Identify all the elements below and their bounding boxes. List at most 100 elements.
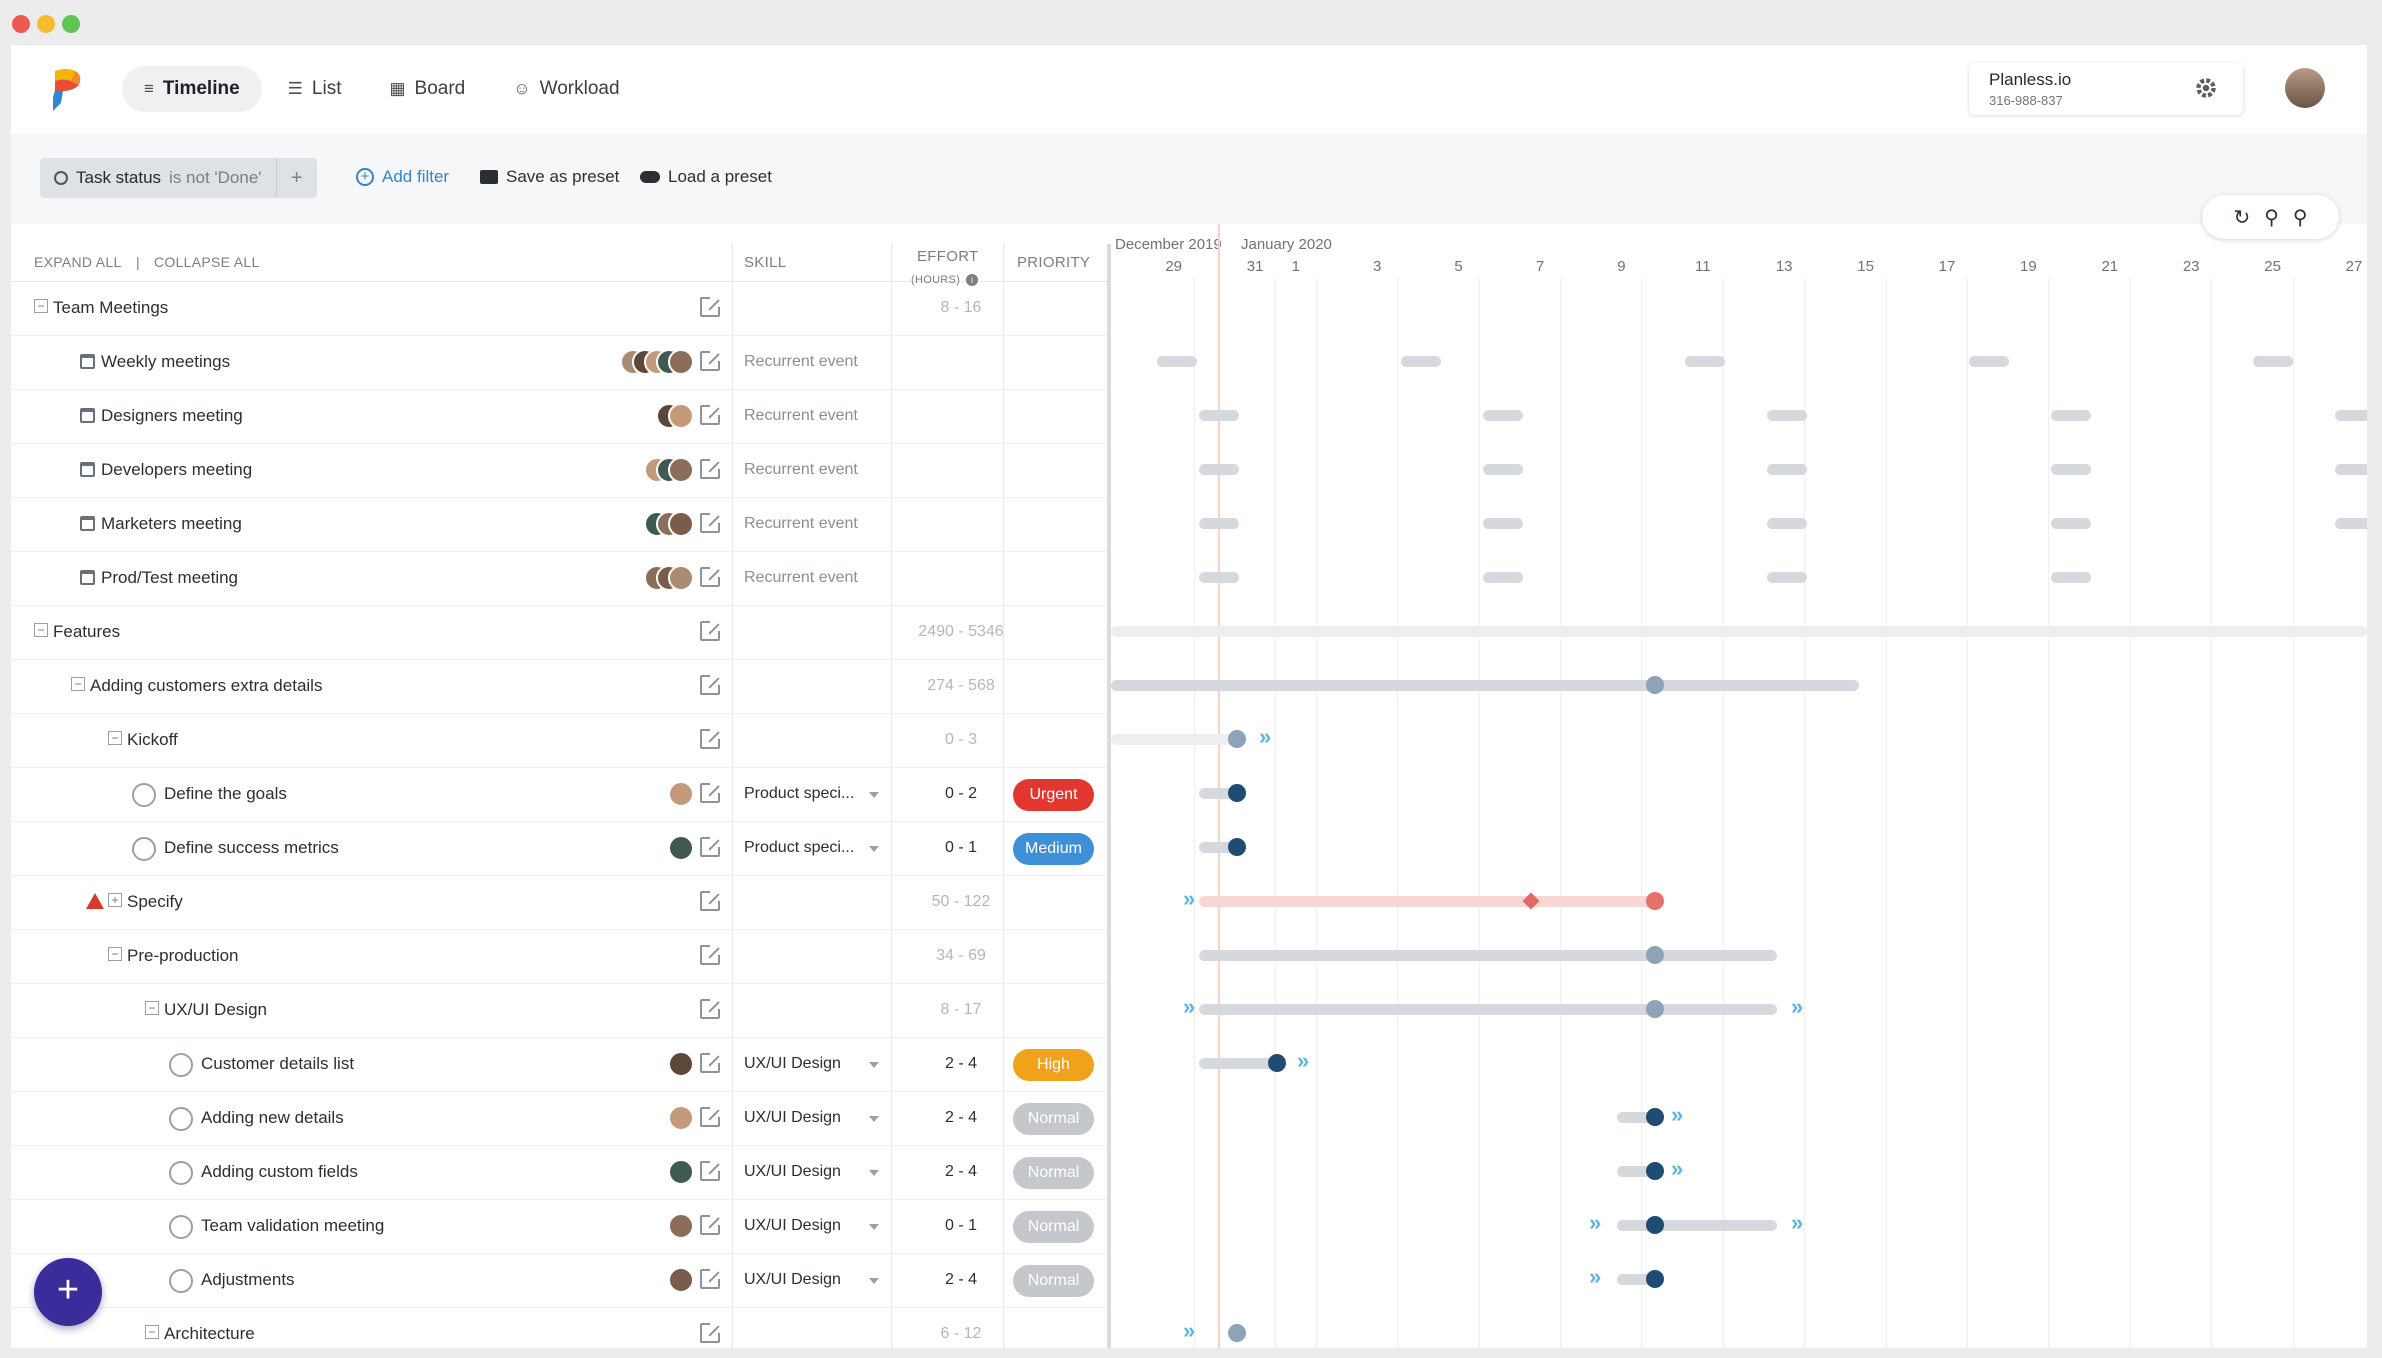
timeline-bar[interactable] <box>2051 518 2091 529</box>
milestone-dot[interactable] <box>1646 946 1664 964</box>
chevron-down-icon[interactable] <box>869 846 879 852</box>
assignee-avatar[interactable] <box>668 1267 694 1293</box>
assignee-avatar[interactable] <box>668 835 694 861</box>
group-row[interactable]: − Team Meetings 8 - 16 <box>11 281 1111 336</box>
double-chevron-icon[interactable]: » <box>1589 1264 1602 1289</box>
group-row[interactable]: − Features 2490 - 5346 <box>11 605 1111 660</box>
collapse-toggle-icon[interactable]: − <box>108 947 122 961</box>
timeline-bar[interactable] <box>1767 572 1807 583</box>
task-name[interactable]: Marketers meeting <box>101 514 242 533</box>
timeline-bar[interactable] <box>1483 518 1523 529</box>
milestone-dot[interactable] <box>1646 892 1664 910</box>
event-row[interactable]: Prod/Test meeting Recurrent event <box>11 551 1111 606</box>
open-details-icon[interactable] <box>700 1323 720 1343</box>
collapse-toggle-icon[interactable]: − <box>145 1325 159 1339</box>
task-name[interactable]: Define the goals <box>164 784 287 803</box>
timeline-bar[interactable] <box>1483 464 1523 475</box>
priority-badge[interactable]: Medium <box>1013 833 1094 865</box>
priority-badge[interactable]: High <box>1013 1049 1094 1081</box>
task-name[interactable]: Weekly meetings <box>101 352 231 371</box>
task-name[interactable]: Prod/Test meeting <box>101 568 239 587</box>
task-row[interactable]: Team validation meeting UX/UI Design 0 - 1… <box>11 1199 1111 1254</box>
task-row[interactable]: Adding new details UX/UI Design 2 - 4 Norma… <box>11 1091 1111 1146</box>
chevron-down-icon[interactable] <box>869 1116 879 1122</box>
task-row[interactable]: Adding custom fields UX/UI Design 2 - 4 Nor… <box>11 1145 1111 1200</box>
task-status-filter-chip[interactable]: Task status is not 'Done' + <box>40 158 317 198</box>
event-row[interactable]: Designers meeting Recurrent event <box>11 389 1111 444</box>
task-complete-checkbox[interactable] <box>132 837 156 861</box>
milestone-dot[interactable] <box>1646 1108 1664 1126</box>
task-complete-checkbox[interactable] <box>169 1269 193 1293</box>
task-name[interactable]: Customer details list <box>201 1054 355 1073</box>
zoom-out-icon[interactable]: ⚲ <box>2292 206 2308 229</box>
open-details-icon[interactable] <box>700 675 720 695</box>
close-window-button[interactable] <box>12 15 30 33</box>
chevron-down-icon[interactable] <box>869 1278 879 1284</box>
milestone-dot[interactable] <box>1228 838 1246 856</box>
milestone-dot[interactable] <box>1228 730 1246 748</box>
task-name[interactable]: Architecture <box>164 1324 255 1343</box>
task-name[interactable]: Developers meeting <box>101 460 253 479</box>
timeline-bar[interactable] <box>2051 410 2091 421</box>
double-chevron-icon[interactable]: » <box>1183 886 1196 911</box>
milestone-dot[interactable] <box>1228 784 1246 802</box>
task-row[interactable]: Define success metrics Product speci... 0 … <box>11 821 1111 876</box>
minimize-window-button[interactable] <box>37 15 55 33</box>
double-chevron-icon[interactable]: » <box>1791 994 1804 1019</box>
effort-column-header[interactable]: EFFORT <box>917 248 979 265</box>
refresh-icon[interactable]: ↻ <box>2233 206 2251 229</box>
effort-value[interactable]: 2 - 4 <box>944 1109 977 1126</box>
open-details-icon[interactable] <box>700 621 720 641</box>
open-details-icon[interactable] <box>700 459 720 479</box>
add-filter-button[interactable]: + Add filter <box>356 167 449 187</box>
tab-timeline[interactable]: ≡ Timeline <box>122 66 262 112</box>
double-chevron-icon[interactable]: » <box>1183 1318 1196 1343</box>
priority-badge[interactable]: Normal <box>1013 1265 1094 1297</box>
group-row[interactable]: − Pre-production 34 - 69 <box>11 929 1111 984</box>
open-details-icon[interactable] <box>700 297 720 317</box>
timeline-bar[interactable] <box>1483 410 1523 421</box>
timeline-bar[interactable] <box>1199 1004 1777 1015</box>
collapse-toggle-icon[interactable]: − <box>34 623 48 637</box>
timeline-bar[interactable] <box>1969 356 2009 367</box>
gear-icon[interactable] <box>2193 75 2219 101</box>
milestone-dot[interactable] <box>1646 1162 1664 1180</box>
open-details-icon[interactable] <box>700 837 720 857</box>
timeline-bar[interactable] <box>1401 356 1441 367</box>
timeline-bar[interactable] <box>1199 572 1239 583</box>
task-complete-checkbox[interactable] <box>132 783 156 807</box>
task-name[interactable]: Adding new details <box>201 1108 344 1127</box>
open-details-icon[interactable] <box>700 999 720 1019</box>
timeline-bar[interactable] <box>1617 1220 1777 1231</box>
timeline-bar[interactable] <box>1111 734 1237 745</box>
double-chevron-icon[interactable]: » <box>1671 1156 1684 1181</box>
group-row[interactable]: − Architecture 6 - 12 <box>11 1307 1111 1348</box>
priority-badge[interactable]: Normal <box>1013 1211 1094 1243</box>
skill-select[interactable]: UX/UI Design <box>744 1055 841 1072</box>
open-details-icon[interactable] <box>700 1215 720 1235</box>
group-row[interactable]: − Kickoff 0 - 3 <box>11 713 1111 768</box>
chevron-down-icon[interactable] <box>869 1170 879 1176</box>
open-details-icon[interactable] <box>700 1269 720 1289</box>
group-row[interactable]: + Specify 50 - 122 <box>11 875 1111 930</box>
timeline-bar[interactable] <box>1767 410 1807 421</box>
skill-select[interactable]: Product speci... <box>744 785 855 802</box>
timeline-bar[interactable] <box>1157 356 1197 367</box>
event-row[interactable]: Marketers meeting Recurrent event <box>11 497 1111 552</box>
effort-value[interactable]: 2 - 4 <box>944 1163 977 1180</box>
timeline-bar[interactable] <box>2335 464 2367 475</box>
milestone-dot[interactable] <box>1646 1270 1664 1288</box>
double-chevron-icon[interactable]: » <box>1297 1048 1310 1073</box>
task-name[interactable]: UX/UI Design <box>164 1000 267 1019</box>
open-details-icon[interactable] <box>700 1161 720 1181</box>
milestone-dot[interactable] <box>1646 1000 1664 1018</box>
task-name[interactable]: Pre-production <box>127 946 239 965</box>
save-preset-button[interactable]: Save as preset <box>480 167 619 187</box>
task-complete-checkbox[interactable] <box>169 1161 193 1185</box>
add-condition-button[interactable]: + <box>275 158 317 198</box>
task-name[interactable]: Adjustments <box>201 1270 295 1289</box>
zoom-in-icon[interactable]: ⚲ <box>2264 206 2279 229</box>
double-chevron-icon[interactable]: » <box>1589 1210 1602 1235</box>
timeline-bar[interactable] <box>1199 464 1239 475</box>
timeline-bar[interactable] <box>1199 518 1239 529</box>
